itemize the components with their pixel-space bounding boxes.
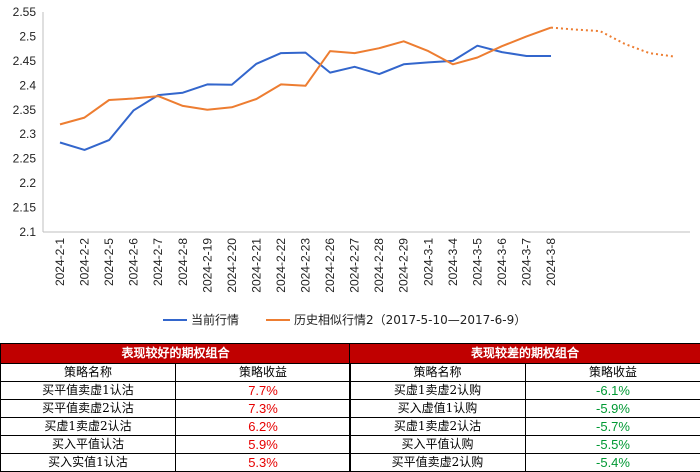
strategy-name: 买入平值认沽 (0, 435, 176, 454)
table-row: 买入平值认沽 5.9% (0, 435, 352, 454)
x-tick-label: 2024-2-7 (151, 238, 165, 286)
y-tick-label: 2.3 (19, 127, 36, 141)
strategy-name: 买虚1卖虚2认沽 (349, 417, 526, 436)
x-tick-label: 2024-2-28 (372, 238, 386, 293)
legend-label-current: 当前行情 (191, 312, 239, 327)
x-tick-label: 2024-2-23 (299, 238, 313, 293)
series-projection-dotted (550, 26, 674, 58)
strategy-name: 买虚1卖虚2认沽 (0, 417, 176, 436)
chart-svg: 2.1 2.15 2.2 2.25 2.3 2.35 2.4 2.45 2.5 2.55 2024-… (13, 5, 690, 327)
x-tick-label: 2024-2-22 (274, 238, 288, 293)
table-row: 买平值卖虚2认购 -5.4% (349, 453, 700, 472)
column-header-return: 策略收益 (524, 363, 700, 382)
y-tick-label: 2.45 (13, 54, 37, 68)
x-tick-label: 2024-2-2 (78, 238, 92, 286)
column-header-name: 策略名称 (349, 363, 526, 382)
worst-strategies-table: 表现较差的期权组合 策略名称 策略收益 买虚1卖虚2认购 -6.1% 买入虚值1… (348, 343, 700, 472)
legend-label-historical: 历史相似行情2（2017-5-10—2017-6-9） (294, 313, 526, 327)
y-tick-label: 2.4 (19, 78, 36, 92)
table-row: 买入虚值1认购 -5.9% (349, 399, 700, 418)
y-tick-label: 2.15 (13, 201, 37, 215)
strategy-return: 7.7% (174, 381, 352, 400)
worst-strategies-title: 表现较差的期权组合 (348, 343, 700, 364)
line-chart: 2.1 2.15 2.2 2.25 2.3 2.35 2.4 2.45 2.5 2.55 2024-… (13, 5, 690, 327)
strategy-return: -5.4% (524, 453, 700, 472)
column-header-return: 策略收益 (174, 363, 352, 382)
x-tick-label: 2024-2-19 (200, 238, 214, 293)
x-tick-label: 2024-2-21 (249, 238, 263, 293)
x-tick-label: 2024-3-6 (495, 238, 509, 286)
strategy-name: 买入虚值1认购 (349, 399, 526, 418)
y-tick-label: 2.35 (13, 103, 37, 117)
strategy-return: -6.1% (524, 381, 700, 400)
x-tick-label: 2024-2-8 (176, 238, 190, 286)
table-row: 买平值卖虚2认沽 7.3% (0, 399, 352, 418)
x-tick-label: 2024-2-6 (127, 238, 141, 286)
strategy-name: 买平值卖虚1认沽 (0, 381, 176, 400)
strategy-name: 买平值卖虚2认沽 (0, 399, 176, 418)
x-tick-label: 2024-3-4 (446, 238, 460, 286)
strategy-return: -5.9% (524, 399, 700, 418)
y-tick-label: 2.5 (19, 29, 36, 43)
x-tick-label: 2024-3-1 (421, 238, 435, 286)
x-tick-label: 2024-3-8 (544, 238, 558, 286)
strategy-return: 5.3% (174, 453, 352, 472)
table-row: 买虚1卖虚2认购 -6.1% (349, 381, 700, 400)
strategy-return: 7.3% (174, 399, 352, 418)
x-tick-label: 2024-2-29 (397, 238, 411, 293)
table-row: 买虚1卖虚2认沽 -5.7% (349, 417, 700, 436)
x-tick-label: 2024-2-26 (323, 238, 337, 293)
y-tick-label: 2.1 (19, 225, 36, 239)
strategy-name: 买平值卖虚2认购 (349, 453, 526, 472)
best-strategies-table: 表现较好的期权组合 策略名称 策略收益 买平值卖虚1认沽 7.7% 买平值卖虚2… (0, 343, 352, 472)
option-tables: 表现较好的期权组合 策略名称 策略收益 买平值卖虚1认沽 7.7% 买平值卖虚2… (0, 343, 700, 472)
x-tick-label: 2024-3-5 (470, 238, 484, 286)
x-tick-label: 2024-2-1 (53, 238, 67, 286)
y-tick-label: 2.2 (19, 176, 36, 190)
strategy-return: -5.5% (524, 435, 700, 454)
strategy-return: 5.9% (174, 435, 352, 454)
x-tick-label: 2024-2-5 (102, 238, 116, 286)
table-row: 买虚1卖虚2认沽 6.2% (0, 417, 352, 436)
x-tick-label: 2024-2-27 (348, 238, 362, 293)
y-tick-label: 2.55 (13, 5, 37, 19)
x-tick-label: 2024-3-7 (519, 238, 533, 286)
strategy-name: 买入平值认购 (349, 435, 526, 454)
strategy-name: 买虚1卖虚2认购 (349, 381, 526, 400)
x-tick-label: 2024-2-20 (225, 238, 239, 293)
strategy-name: 买入实值1认沽 (0, 453, 176, 472)
table-row: 买平值卖虚1认沽 7.7% (0, 381, 352, 400)
strategy-return: -5.7% (524, 417, 700, 436)
table-row: 买入平值认购 -5.5% (349, 435, 700, 454)
strategy-return: 6.2% (174, 417, 352, 436)
y-tick-label: 2.25 (13, 152, 37, 166)
column-header-name: 策略名称 (0, 363, 176, 382)
table-row: 买入实值1认沽 5.3% (0, 453, 352, 472)
best-strategies-title: 表现较好的期权组合 (0, 343, 352, 364)
